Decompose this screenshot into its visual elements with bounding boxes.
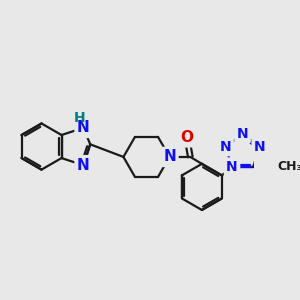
- Text: N: N: [163, 149, 176, 164]
- Text: N: N: [226, 160, 238, 174]
- Text: H: H: [74, 111, 86, 125]
- Text: H: H: [74, 111, 86, 125]
- Text: N: N: [77, 158, 90, 173]
- Text: N: N: [237, 127, 248, 141]
- Text: N: N: [254, 140, 266, 154]
- Text: N: N: [163, 149, 176, 164]
- Text: O: O: [180, 130, 194, 145]
- Text: N: N: [77, 120, 90, 135]
- Text: N: N: [237, 127, 248, 141]
- Text: N: N: [220, 140, 231, 154]
- Text: N: N: [226, 160, 238, 174]
- Text: N: N: [77, 120, 90, 135]
- Text: CH₃: CH₃: [277, 160, 300, 173]
- Text: O: O: [180, 130, 194, 145]
- Text: N: N: [254, 140, 266, 154]
- Text: CH₃: CH₃: [277, 160, 300, 173]
- Text: N: N: [220, 140, 231, 154]
- Text: N: N: [77, 158, 90, 173]
